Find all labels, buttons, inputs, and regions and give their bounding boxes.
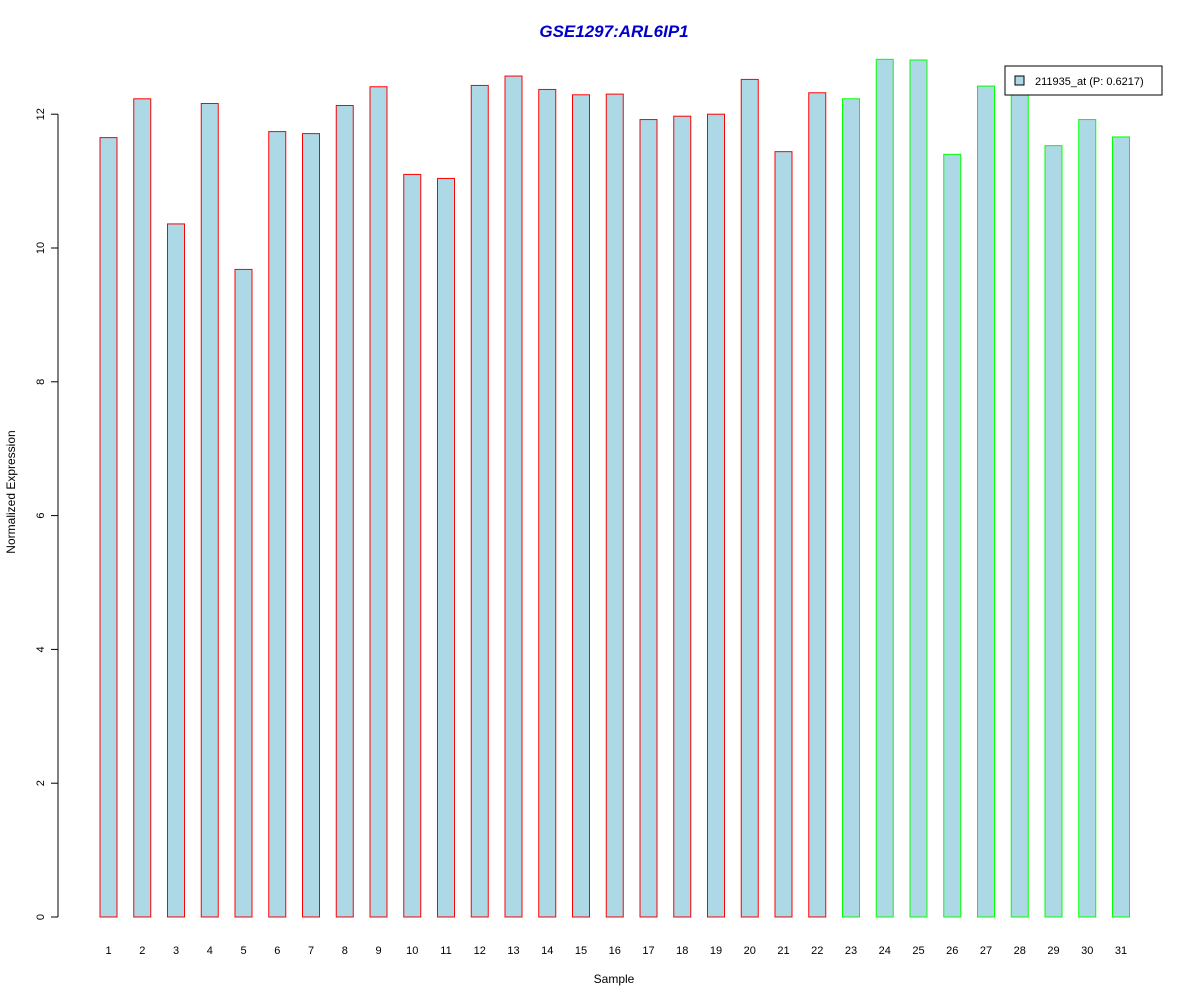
bar-sample-23 [842, 98, 860, 918]
x-tick-label: 15 [575, 945, 587, 957]
x-tick-label: 29 [1047, 945, 1059, 957]
y-tick-label: 2 [35, 780, 47, 786]
bar-sample-14 [538, 88, 557, 918]
x-tick-label: 6 [274, 945, 280, 957]
x-tick-label: 25 [912, 945, 924, 957]
bar-sample-8 [335, 105, 354, 918]
y-tick-label: 12 [35, 108, 47, 120]
x-tick-label: 10 [406, 945, 418, 957]
x-tick-label: 11 [440, 945, 451, 957]
bar-sample-18 [673, 115, 692, 918]
x-tick-label: 17 [642, 945, 654, 957]
y-tick-label: 4 [35, 646, 47, 652]
x-tick-labels: 1 2 3 4 5 6 7 8 9 10 11 12 13 14 15 16 17 18 19 20 21 22 23 24 2… [105, 945, 1127, 957]
bar-sample-5 [234, 268, 253, 918]
y-tick-label: 10 [35, 242, 47, 254]
x-tick-label: 24 [879, 945, 891, 957]
bar-sample-2 [133, 98, 152, 918]
x-tick-label: 27 [980, 945, 992, 957]
bar-sample-7 [302, 133, 320, 918]
bar-sample-12 [470, 84, 489, 918]
bar-sample-3 [167, 223, 185, 918]
bar-sample-31 [1112, 136, 1130, 918]
legend: 211935_at (P: 0.6217) [1004, 65, 1163, 96]
bar-sample-19 [707, 113, 725, 918]
bars-group [99, 58, 1130, 918]
x-tick-label: 22 [811, 945, 823, 957]
x-tick-label: 21 [777, 945, 789, 957]
bar-sample-24 [875, 58, 894, 918]
bar-sample-16 [605, 93, 624, 918]
bar-sample-1 [99, 137, 118, 918]
legend-box [1004, 65, 1163, 96]
x-tick-label: 23 [845, 945, 857, 957]
legend-entry: 211935_at (P: 0.6217) [1035, 76, 1144, 88]
y-tick-label: 6 [35, 513, 47, 519]
bar-sample-29 [1044, 145, 1063, 918]
x-tick-label: 28 [1014, 945, 1026, 957]
bar-sample-17 [639, 119, 658, 918]
bar-sample-27 [977, 85, 995, 918]
bar-sample-28 [1010, 80, 1029, 918]
x-tick-label: 14 [541, 945, 553, 957]
x-tick-label: 1 [105, 945, 111, 957]
bar-sample-10 [403, 173, 422, 918]
bar-sample-22 [808, 92, 827, 918]
y-tick-label: 0 [35, 914, 47, 920]
legend-swatch [1014, 75, 1025, 86]
bar-sample-30 [1078, 119, 1097, 918]
x-tick-label: 30 [1081, 945, 1093, 957]
x-tick-label: 20 [744, 945, 756, 957]
x-tick-label: 18 [676, 945, 688, 957]
x-tick-label: 8 [342, 945, 348, 957]
x-tick-label: 19 [710, 945, 722, 957]
bar-sample-4 [200, 103, 219, 918]
bar-sample-20 [740, 78, 759, 918]
bar-sample-6 [268, 131, 287, 918]
x-tick-label: 3 [173, 945, 179, 957]
chart-title: GSE1297:ARL6IP1 [539, 22, 688, 41]
bar-sample-11 [437, 177, 455, 918]
x-tick-label: 13 [507, 945, 519, 957]
bar-sample-13 [504, 75, 523, 918]
x-tick-label: 16 [609, 945, 621, 957]
x-tick-label: 7 [308, 945, 314, 957]
x-tick-label: 26 [946, 945, 958, 957]
x-tick-label: 9 [375, 945, 381, 957]
x-tick-label: 4 [207, 945, 213, 957]
y-axis-label: Normalized Expression [4, 430, 18, 553]
x-tick-label: 12 [474, 945, 486, 957]
bar-sample-25 [909, 59, 928, 918]
bar-sample-15 [572, 94, 590, 918]
x-tick-label: 31 [1115, 945, 1127, 957]
x-tick-label: 5 [240, 945, 246, 957]
y-axis: 0 2 4 6 8 10 12 [35, 108, 59, 920]
y-tick-label: 8 [35, 379, 47, 385]
bar-sample-26 [943, 153, 962, 918]
bar-sample-9 [369, 86, 388, 918]
x-tick-label: 2 [139, 945, 145, 957]
bar-sample-21 [774, 151, 793, 918]
x-axis-label: Sample [594, 972, 635, 986]
